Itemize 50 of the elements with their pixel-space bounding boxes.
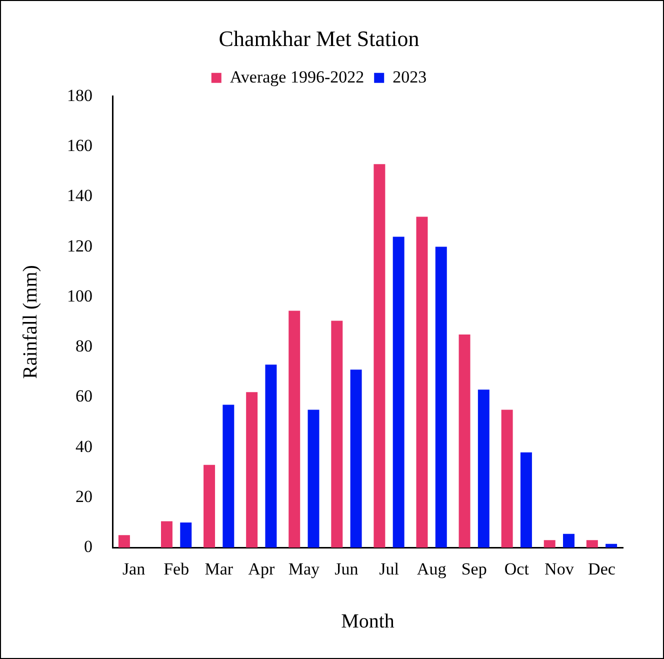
bar — [180, 522, 192, 548]
chart-title: Chamkhar Met Station — [218, 26, 420, 51]
bar — [606, 544, 618, 548]
x-tick-label: Feb — [164, 559, 190, 578]
y-tick-label: 160 — [67, 136, 92, 155]
bar — [204, 464, 216, 548]
y-tick-label: 60 — [76, 386, 92, 406]
bar — [478, 390, 490, 548]
y-axis-title: Rainfall (mm) — [19, 265, 42, 379]
bar — [586, 540, 598, 548]
bar — [501, 410, 513, 548]
x-tick-label: Sep — [461, 559, 487, 578]
bar — [246, 392, 258, 548]
legend-label: 2023 — [392, 67, 427, 86]
legend-label: Average 1996-2022 — [230, 67, 364, 86]
x-axis-title: Month — [341, 610, 394, 632]
y-tick-label: 120 — [67, 236, 92, 256]
bar — [161, 521, 172, 548]
x-tick-label: Aug — [416, 559, 447, 578]
x-tick-label: Nov — [544, 559, 574, 578]
y-tick-label: 140 — [67, 186, 92, 206]
bar — [350, 370, 362, 548]
y-tick-label: 180 — [67, 86, 92, 105]
y-tick-label: 100 — [67, 286, 92, 306]
bar — [374, 164, 386, 548]
bar — [520, 452, 532, 548]
y-tick-label: 0 — [84, 537, 92, 556]
x-tick-label: Dec — [588, 559, 616, 578]
x-tick-label: Jul — [379, 559, 400, 578]
bar — [416, 216, 428, 548]
bar — [222, 404, 234, 548]
bar — [265, 364, 277, 548]
bar — [118, 535, 130, 548]
x-tick-label: Jun — [334, 559, 359, 578]
bar — [544, 540, 556, 548]
x-tick-label: May — [288, 559, 320, 578]
y-tick-label: 20 — [76, 486, 92, 506]
bar — [392, 236, 404, 548]
y-tick-label: 80 — [76, 336, 92, 356]
bar — [308, 410, 320, 548]
x-tick-label: Apr — [248, 559, 275, 578]
bar — [458, 334, 470, 548]
x-tick-label: Mar — [204, 559, 234, 578]
bar — [563, 534, 575, 548]
bar — [288, 310, 300, 548]
bar — [435, 246, 447, 548]
x-tick-label: Jan — [122, 559, 146, 578]
y-tick-label: 40 — [76, 436, 92, 456]
x-tick-label: Oct — [504, 559, 530, 578]
bar — [331, 320, 343, 548]
